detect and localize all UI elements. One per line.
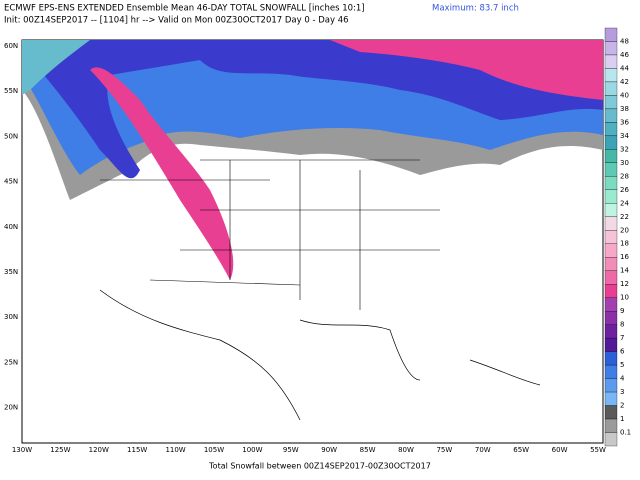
colorbar-swatch: [604, 351, 618, 366]
colorbar-swatch: [604, 41, 618, 56]
colorbar-label: 44: [620, 64, 629, 72]
latitude-label: 55N: [4, 87, 18, 95]
colorbar-swatch: [604, 27, 618, 42]
title: ECMWF EPS-ENS EXTENDED Ensemble Mean 46-…: [4, 4, 365, 14]
colorbar-label: 26: [620, 186, 629, 194]
colorbar-label: 38: [620, 105, 629, 113]
colorbar-swatch: [604, 162, 618, 177]
colorbar-swatch: [604, 81, 618, 96]
longitude-label: 85W: [360, 446, 376, 454]
colorbar-swatch: [604, 122, 618, 137]
colorbar-label: 28: [620, 172, 629, 180]
colorbar-swatch: [604, 135, 618, 150]
latitude-label: 40N: [4, 223, 18, 231]
colorbar-label: 40: [620, 91, 629, 99]
colorbar-label: 5: [620, 361, 624, 369]
colorbar-label: 2: [620, 402, 624, 410]
latitude-label: 25N: [4, 358, 18, 366]
snow-north: [330, 40, 603, 100]
colorbar-swatch: [604, 297, 618, 312]
latitude-label: 30N: [4, 313, 18, 321]
colorbar-label: 0.1: [620, 429, 631, 437]
colorbar-label: 32: [620, 145, 629, 153]
latitude-label: 60N: [4, 42, 18, 50]
colorbar-swatch: [604, 284, 618, 298]
colorbar-swatch: [604, 432, 618, 447]
colorbar-swatch: [604, 108, 618, 123]
colorbar-swatch: [604, 378, 618, 393]
colorbar-swatch: [604, 230, 618, 244]
longitude-label: 125W: [50, 446, 70, 454]
snow-mountains: [90, 67, 234, 280]
colorbar-label: 9: [620, 307, 624, 315]
colorbar-swatch: [604, 203, 618, 217]
colorbar-swatch: [604, 176, 618, 190]
longitude-label: 75W: [436, 446, 452, 454]
longitude-label: 90W: [321, 446, 337, 454]
colorbar-label: 14: [620, 267, 629, 275]
colorbar-swatch: [604, 418, 618, 433]
longitude-label: 120W: [89, 446, 109, 454]
longitude-label: 130W: [12, 446, 32, 454]
colorbar-label: 1: [620, 415, 624, 423]
longitude-label: 65W: [513, 446, 529, 454]
colorbar-label: 16: [620, 253, 629, 261]
colorbar-swatch: [604, 391, 618, 406]
footer: Total Snowfall between 00Z14SEP2017-00Z3…: [208, 462, 431, 471]
longitude-label: 70W: [475, 446, 491, 454]
colorbar-swatch: [604, 311, 618, 325]
colorbar-swatch: [604, 216, 618, 231]
snow-dark: [22, 40, 603, 179]
colorbar-swatch: [604, 270, 618, 285]
colorbar-label: 18: [620, 240, 629, 248]
latitude-label: 50N: [4, 132, 18, 140]
state-lines: [100, 159, 440, 310]
colorbar-label: 12: [620, 280, 629, 288]
colorbar-label: 34: [620, 132, 629, 140]
colorbar-label: 6: [620, 348, 625, 356]
longitude-label: 95W: [283, 446, 299, 454]
colorbar-swatch: [604, 364, 618, 379]
colorbar-label: 20: [620, 226, 629, 234]
longitude-label: 115W: [127, 446, 147, 454]
colorbar-swatch: [604, 324, 618, 339]
longitude-label: 60W: [552, 446, 568, 454]
colorbar-label: 46: [620, 51, 629, 59]
colorbar-label: 10: [620, 294, 629, 302]
colorbar-swatch: [604, 149, 618, 163]
colorbar-swatch: [604, 257, 618, 271]
maximum: Maximum: 83.7 inch: [432, 4, 519, 14]
colorbar-label: 36: [620, 118, 629, 126]
longitude-label: 80W: [398, 446, 414, 454]
longitude-label: 100W: [242, 446, 262, 454]
colorbar-label: 7: [620, 334, 624, 342]
snow-coast: [22, 40, 90, 95]
colorbar-swatch: [604, 68, 618, 83]
colorbar-label: 24: [620, 199, 629, 207]
latitude-label: 35N: [4, 268, 18, 276]
colorbar-swatch: [604, 405, 618, 420]
longitude-label: 110W: [165, 446, 185, 454]
colorbar-label: 22: [620, 213, 629, 221]
subtitle: Init: 00Z14SEP2017 -- [1104] hr --> Vali…: [4, 16, 349, 26]
colorbar-label: 8: [620, 321, 624, 329]
colorbar-swatch: [604, 95, 618, 110]
colorbar-swatch: [604, 54, 618, 69]
latitude-label: 20N: [4, 404, 18, 412]
longitude-label: 55W: [590, 446, 606, 454]
latitude-label: 45N: [4, 178, 18, 186]
colorbar-label: 3: [620, 388, 624, 396]
colorbar-swatch: [604, 337, 618, 352]
longitude-label: 105W: [204, 446, 224, 454]
coastlines: [99, 289, 541, 421]
colorbar-label: 48: [620, 37, 629, 45]
colorbar-swatch: [604, 189, 618, 204]
colorbar-label: 4: [620, 375, 625, 383]
colorbar-swatch: [604, 243, 618, 258]
map: [21, 39, 604, 444]
colorbar-label: 30: [620, 159, 629, 167]
colorbar-label: 42: [620, 78, 629, 86]
